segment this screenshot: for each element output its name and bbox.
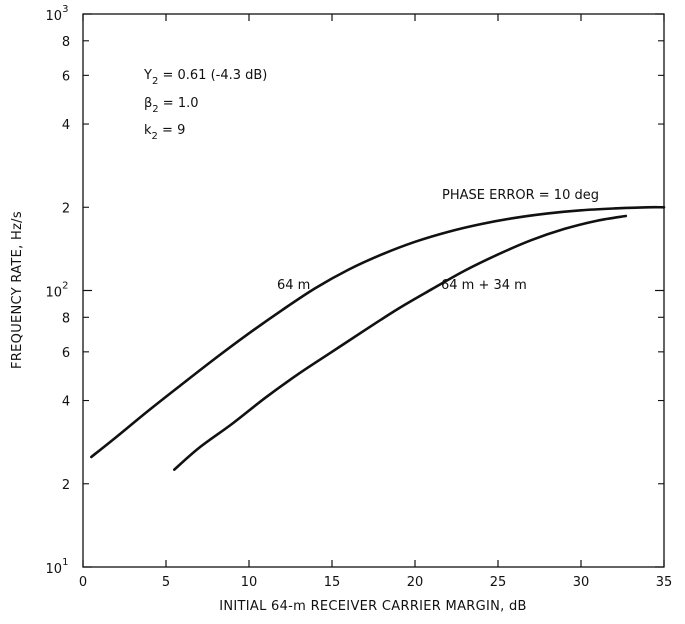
x-tick-label: 0 (79, 575, 87, 590)
parameters-block: Y2 = 0.61 (-4.3 dB) β2 = 1.0 k2 = 9 (143, 68, 267, 142)
y-tick-label: 103 (46, 4, 69, 24)
y-tick-label: 101 (46, 557, 69, 577)
parameter-beta: β2 = 1.0 (144, 96, 199, 115)
x-tick-label: 15 (324, 575, 341, 590)
x-axis-label: INITIAL 64-m RECEIVER CARRIER MARGIN, dB (219, 599, 527, 614)
y-minor-tick-label: 8 (62, 35, 70, 50)
phase-error-annotation: PHASE ERROR = 10 deg (442, 188, 599, 203)
x-tick-label: 5 (162, 575, 170, 590)
axes: 0 5 10 15 20 25 30 35 101 102 103 2 4 6 8 2 4 6 8 (46, 4, 673, 590)
series-line-64m (90, 205, 666, 459)
y-tick-label: 102 (46, 281, 69, 301)
y-axis-label: FREQUENCY RATE, Hz/s (10, 211, 25, 369)
parameter-k: k2 = 9 (144, 123, 185, 142)
y-minor-tick-label: 4 (62, 395, 70, 410)
x-tick-label: 30 (573, 575, 590, 590)
y-minor-tick-label: 2 (62, 201, 70, 216)
parameter-gamma: Y2 = 0.61 (-4.3 dB) (143, 68, 267, 87)
y-minor-tick-label: 6 (62, 346, 70, 361)
y-minor-tick-label: 2 (62, 478, 70, 493)
y-minor-tick-label: 8 (62, 311, 70, 326)
y-minor-tick-label: 6 (62, 69, 70, 84)
series-line-64m-34m (173, 214, 628, 471)
x-tick-label: 35 (656, 575, 673, 590)
series-label-64m: 64 m (277, 278, 310, 293)
series-group (90, 205, 666, 471)
y-minor-tick-label: 4 (62, 118, 70, 133)
x-tick-label: 25 (490, 575, 507, 590)
x-tick-label: 20 (407, 575, 424, 590)
series-label-64m-34m: 64 m + 34 m (441, 278, 527, 293)
x-tick-label: 10 (241, 575, 258, 590)
